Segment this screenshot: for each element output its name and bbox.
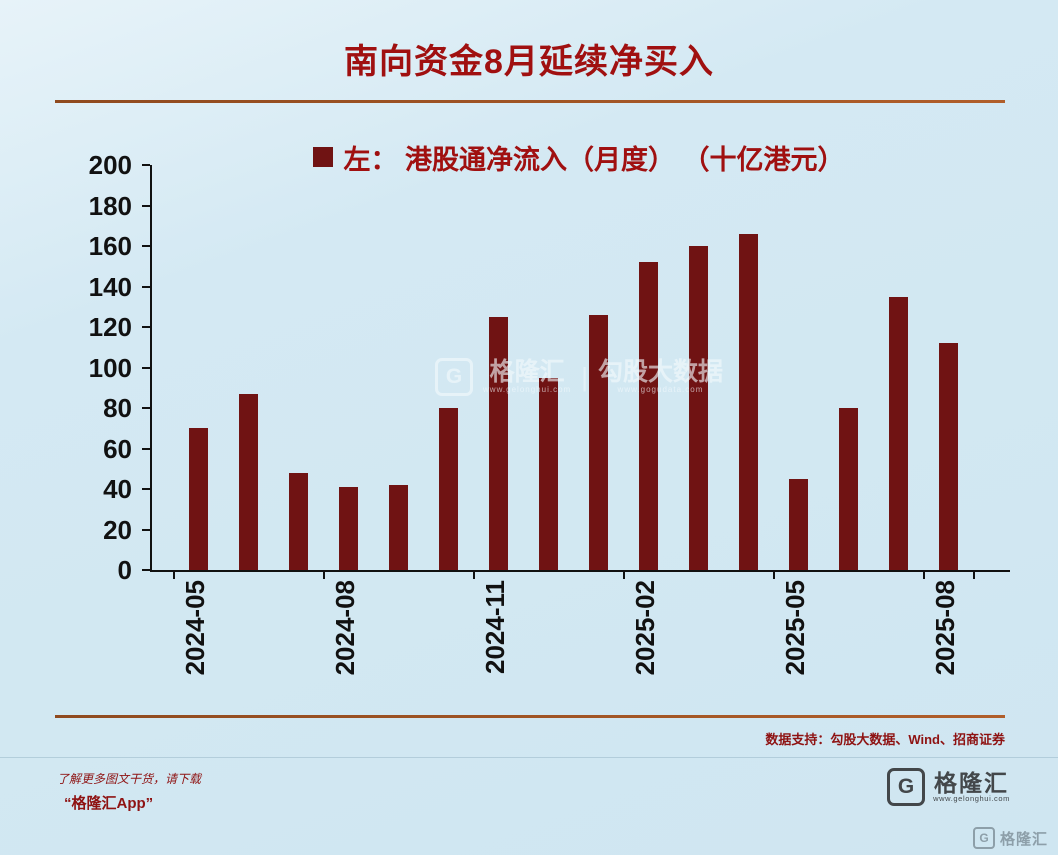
bar-2025-08 (938, 343, 958, 570)
y-axis-tick (142, 569, 150, 571)
bar-2024-05 (188, 428, 208, 570)
footer-promo-line2: “格隆汇App” (64, 795, 154, 812)
bar-chart-plot-area (142, 164, 1010, 579)
y-axis-tick (142, 528, 150, 531)
x-axis-label: 2025-05 (780, 580, 810, 676)
y-axis-tick (142, 326, 150, 328)
y-axis-label: 40 (103, 474, 132, 504)
bar-2025-06 (838, 408, 858, 570)
gelonghui-logo-g-icon: G (887, 768, 926, 806)
corner-logo-brand: 格隆汇 (999, 830, 1048, 848)
y-axis-tick (142, 407, 150, 409)
y-axis-label: 100 (88, 352, 132, 383)
legend-label: 左： 港股通净流入（月度） （十亿港元） (343, 144, 845, 175)
y-axis-tick (142, 366, 150, 369)
y-axis-labels: 0 20 40 60 80 100 120 140 160 180 200 (0, 151, 132, 584)
y-axis-tick (142, 488, 150, 490)
bar-2025-01 (588, 315, 608, 570)
bar-2025-03 (688, 246, 708, 570)
gelonghui-logo-text-block: 格隆汇 www.gelonghui.com (933, 771, 1010, 803)
x-axis-tick (623, 572, 625, 579)
corner-logo-g-icon: G (972, 827, 995, 849)
bar-2025-02 (638, 262, 658, 570)
y-axis-label: 20 (103, 514, 132, 545)
y-axis-label: 0 (117, 555, 132, 585)
x-axis-label: 2025-08 (930, 580, 960, 676)
bar-2024-09 (388, 485, 408, 570)
x-axis-label: 2025-02 (630, 580, 660, 676)
y-axis-tick (142, 164, 150, 166)
x-axis-label: 2024-05 (180, 580, 210, 676)
y-axis-tick (142, 285, 150, 288)
bar-2025-05 (788, 479, 808, 570)
data-source-note: 数据支持：勾股大数据、Wind、招商证券 (765, 732, 1005, 747)
bar-2024-10 (438, 408, 458, 570)
bar-2024-11 (488, 317, 508, 570)
bar-2025-07 (888, 297, 908, 570)
y-axis-label: 140 (88, 271, 132, 302)
x-axis-tick (773, 572, 775, 579)
chart-legend: 左： 港股通净流入（月度） （十亿港元） (150, 141, 1008, 175)
top-divider (55, 100, 1005, 103)
bar-2024-08 (338, 487, 358, 570)
x-axis-tick (173, 572, 175, 579)
corner-logo: G 格隆汇 (972, 827, 1048, 849)
y-axis-tick (142, 447, 150, 450)
y-axis-label: 60 (103, 433, 132, 464)
y-axis-label: 180 (88, 190, 132, 221)
gelonghui-logo: G 格隆汇 www.gelonghui.com (887, 768, 1010, 806)
x-axis-labels: 2024-05 2024-08 2024-11 2025-02 2025-05 2025-… (150, 580, 1008, 710)
bar-2024-07 (288, 473, 308, 570)
bar-2025-04 (738, 234, 758, 570)
y-axis-label: 160 (88, 231, 132, 261)
y-axis-label: 120 (88, 312, 132, 342)
y-axis-tick (142, 245, 150, 247)
y-axis-tick (142, 204, 150, 207)
gelonghui-logo-url: www.gelonghui.com (933, 794, 1010, 804)
y-axis-label: 200 (88, 150, 132, 180)
bar-2024-06 (238, 394, 258, 570)
footer-rule (0, 757, 1058, 758)
x-axis-tick (923, 572, 925, 579)
page-title: 南向资金8月延续净买入 (344, 43, 714, 81)
bottom-divider (55, 715, 1005, 718)
y-axis-label: 80 (103, 393, 132, 423)
bar-2024-12 (538, 378, 558, 570)
footer-promo-line1: 了解更多图文干货，请下载 (57, 772, 202, 786)
x-axis-tick (973, 572, 975, 579)
x-axis-tick (323, 572, 325, 579)
legend-marker-icon (313, 147, 334, 167)
gelonghui-logo-brand: 格隆汇 (934, 769, 1010, 796)
x-axis-tick (473, 572, 475, 579)
x-axis-label: 2024-11 (480, 580, 510, 674)
x-axis-label: 2024-08 (330, 580, 360, 676)
